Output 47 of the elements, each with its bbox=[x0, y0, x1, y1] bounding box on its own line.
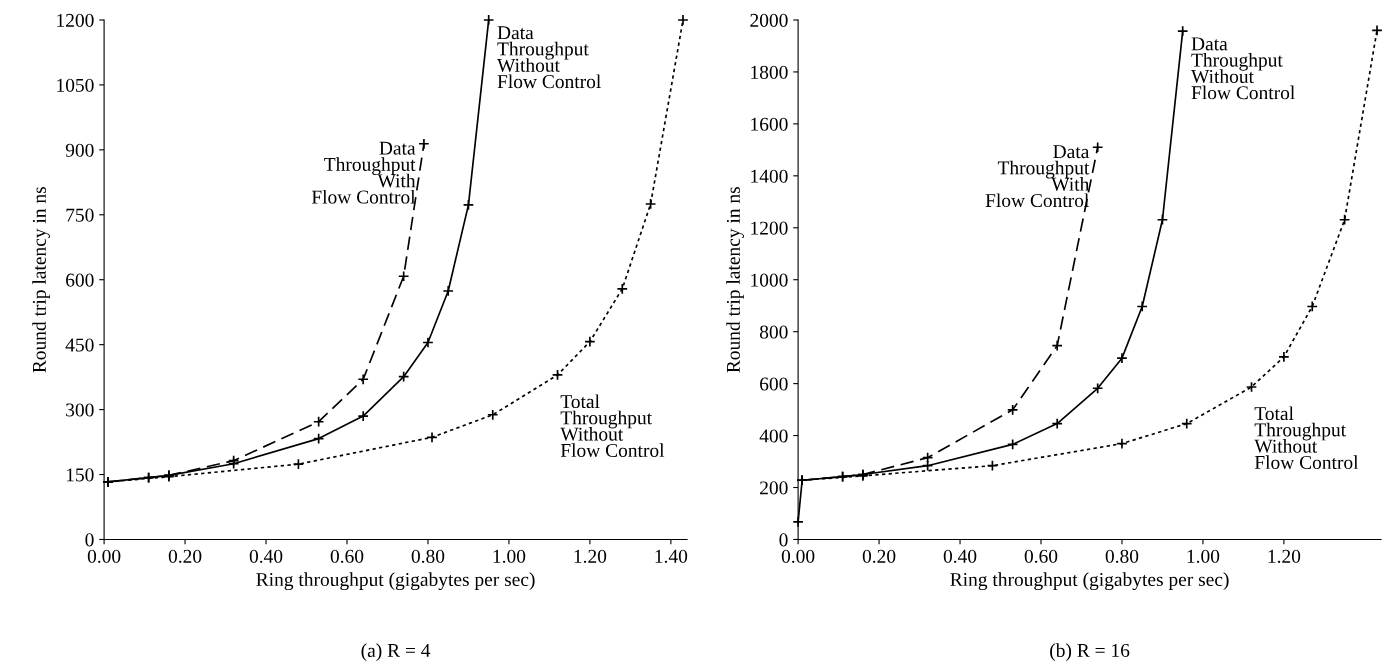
y-tick-label: 1050 bbox=[57, 78, 94, 92]
x-axis-title: Ring throughput (gigabytes per sec) bbox=[256, 572, 535, 591]
y-axis-title: Round trip latency in ns bbox=[32, 187, 50, 373]
y-tick-label: 1200 bbox=[57, 13, 94, 27]
text: (a) R = 4 bbox=[361, 643, 431, 661]
y-tick-label: 1000 bbox=[751, 273, 788, 287]
y-tick-label: 1600 bbox=[751, 117, 788, 131]
y-tick-label: 1200 bbox=[751, 221, 788, 235]
x-axis-title: Ring throughput (gigabytes per sec) bbox=[950, 572, 1229, 591]
y-tick-label: 800 bbox=[759, 325, 788, 339]
x-tick-label: 0.80 bbox=[411, 549, 445, 563]
x-tick-label: 1.20 bbox=[1268, 549, 1301, 563]
x-tick-label: 0.20 bbox=[168, 549, 202, 563]
x-tick-label: 1.00 bbox=[493, 549, 526, 563]
y-tick-label: 2000 bbox=[750, 13, 788, 27]
x-tick-label: 0.20 bbox=[862, 549, 896, 563]
x-tick-label: 0.80 bbox=[1105, 549, 1139, 563]
text: (b) R = 16 bbox=[1050, 643, 1130, 661]
x-tick-label: 0.60 bbox=[1024, 549, 1058, 563]
series-label: Total Throughput Without Flow Control bbox=[560, 394, 665, 457]
series-label: Data Throughput Without Flow Control bbox=[497, 26, 601, 89]
y-tick-label: 300 bbox=[66, 403, 94, 417]
series-label: Data Throughput With Flow Control bbox=[985, 145, 1090, 208]
y-tick-label: 0 bbox=[85, 533, 94, 547]
y-tick-label: 150 bbox=[66, 468, 94, 482]
y-tick-label: 900 bbox=[65, 143, 94, 157]
x-tick-label: 1.40 bbox=[655, 549, 688, 563]
y-tick-label: 1400 bbox=[751, 169, 788, 183]
x-tick-label: 1.00 bbox=[1187, 549, 1220, 563]
y-tick-label: 450 bbox=[65, 338, 94, 352]
y-tick-label: 1800 bbox=[751, 65, 788, 79]
y-tick-label: 750 bbox=[66, 208, 94, 222]
series-label: Data Throughput With Flow Control bbox=[311, 141, 416, 204]
x-tick-label: 0.60 bbox=[330, 549, 364, 563]
y-tick-label: 600 bbox=[760, 377, 788, 391]
x-tick-label: 0.40 bbox=[943, 549, 977, 563]
x-tick-label: 1.20 bbox=[574, 549, 607, 563]
y-tick-label: 400 bbox=[759, 429, 788, 443]
y-tick-label: 0 bbox=[779, 533, 788, 547]
y-tick-label: 200 bbox=[760, 481, 788, 495]
x-tick-label: 0.00 bbox=[781, 549, 815, 563]
y-tick-label: 600 bbox=[66, 273, 94, 287]
series-label: Total Throughput Without Flow Control bbox=[1254, 406, 1359, 470]
x-tick-label: 0.00 bbox=[87, 549, 121, 563]
y-axis-title: Round trip latency in ns bbox=[726, 187, 744, 373]
series-label: Data Throughput Without Flow Control bbox=[1191, 37, 1295, 100]
x-tick-label: 0.40 bbox=[249, 549, 283, 563]
